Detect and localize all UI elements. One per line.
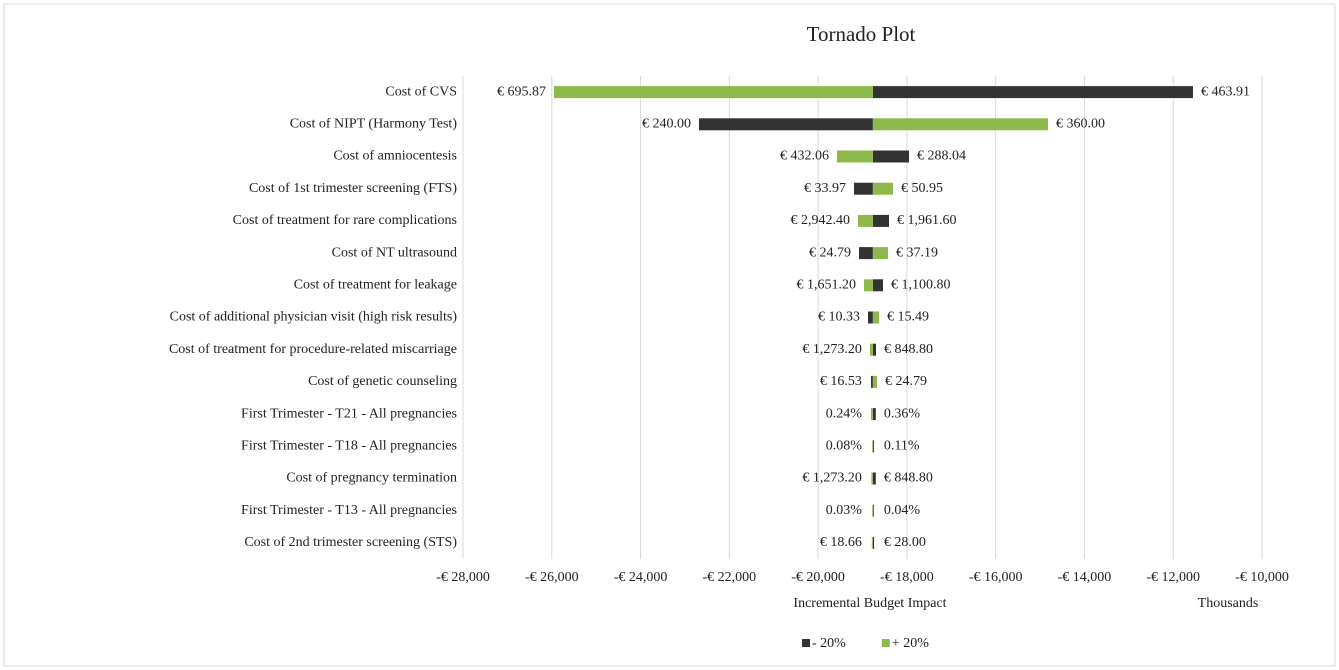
legend-label: + 20% (892, 636, 929, 651)
chart-title: Tornado Plot (807, 22, 916, 46)
bar-label: € 1,273.20 (802, 342, 862, 357)
bar-label: € 28.00 (884, 535, 926, 550)
bar-label: € 24.79 (809, 245, 851, 260)
bar (858, 247, 873, 260)
bar-label: € 288.04 (917, 149, 966, 164)
bar (872, 247, 889, 260)
bar-label: € 360.00 (1056, 117, 1105, 132)
bar-label: € 1,100.80 (891, 278, 951, 293)
legend-label: - 20% (812, 636, 846, 651)
legend-swatch (881, 639, 890, 647)
category-label: Cost of pregnancy termination (286, 471, 457, 486)
bar (836, 150, 873, 163)
bar (872, 536, 875, 549)
bar (872, 311, 880, 324)
bar-label: € 463.91 (1201, 84, 1250, 99)
bar-label: € 695.87 (497, 84, 546, 99)
x-tick-label: -€ 28,000 (436, 570, 490, 585)
bar-label: € 848.80 (884, 471, 933, 486)
x-tick-label: -€ 24,000 (614, 570, 668, 585)
bar (872, 472, 876, 485)
bar (872, 118, 1049, 131)
bar (871, 536, 873, 549)
category-label: Cost of NT ultrasound (332, 245, 457, 260)
x-tick-label: -€ 14,000 (1058, 570, 1112, 585)
category-label: Cost of NIPT (Harmony Test) (290, 117, 458, 132)
bar (872, 408, 876, 421)
bar (871, 472, 873, 485)
chart-frame (3, 3, 1336, 667)
legend-swatch (802, 639, 810, 647)
bar (872, 214, 890, 227)
bar (872, 440, 875, 453)
bar-label: € 50.95 (901, 181, 943, 196)
bar-label: 0.04% (884, 503, 921, 518)
x-tick-label: -€ 20,000 (791, 570, 845, 585)
bar-label: € 1,961.60 (897, 213, 957, 228)
bar (868, 311, 873, 324)
category-label: Cost of 1st trimester screening (FTS) (249, 181, 457, 196)
bar-label: € 432.06 (780, 149, 829, 164)
bar (872, 86, 1193, 99)
bar (858, 214, 873, 227)
bar (872, 182, 893, 195)
bar-label: 0.03% (826, 503, 863, 518)
bar-label: € 1,651.20 (797, 278, 857, 293)
category-label: Cost of additional physician visit (high… (170, 310, 458, 325)
category-label: Cost of treatment for leakage (294, 278, 457, 293)
bar (872, 279, 884, 292)
x-tick-label: -€ 22,000 (702, 570, 756, 585)
category-label: Cost of treatment for procedure-related … (169, 342, 457, 357)
bar-label: € 37.19 (896, 245, 938, 260)
bar (870, 408, 873, 421)
bar (853, 182, 873, 195)
bar-label: € 240.00 (642, 117, 691, 132)
x-tick-label: -€ 26,000 (525, 570, 579, 585)
bar-label: € 18.66 (820, 535, 862, 550)
category-label: Cost of treatment for rare complications (233, 213, 457, 228)
category-label: Cost of CVS (385, 84, 457, 99)
bar-label: 0.24% (826, 406, 863, 421)
bar (872, 504, 874, 517)
x-axis-label: Incremental Budget Impact (793, 596, 946, 611)
bar (872, 375, 878, 388)
bar-label: 0.11% (884, 439, 920, 454)
bar (698, 118, 873, 131)
bar-label: € 24.79 (885, 374, 927, 389)
bar-label: 0.08% (826, 439, 863, 454)
category-label: First Trimester - T13 - All pregnancies (241, 503, 457, 518)
category-label: Cost of amniocentesis (333, 149, 457, 164)
bar-label: € 10.33 (818, 310, 860, 325)
bar-label: € 15.49 (887, 310, 929, 325)
bar-label: 0.36% (884, 406, 921, 421)
category-label: Cost of genetic counseling (308, 374, 457, 389)
category-label: First Trimester - T18 - All pregnancies (241, 439, 457, 454)
x-tick-label: -€ 18,000 (880, 570, 934, 585)
bar-label: € 16.53 (820, 374, 862, 389)
bar (872, 504, 874, 517)
x-tick-label: -€ 10,000 (1235, 570, 1289, 585)
x-units-label: Thousands (1198, 596, 1259, 611)
bar-label: € 1,273.20 (802, 471, 862, 486)
bar (871, 375, 873, 388)
bar-label: € 848.80 (884, 342, 933, 357)
category-label: Cost of 2nd trimester screening (STS) (244, 535, 457, 550)
bar (872, 150, 910, 163)
bar (872, 343, 876, 356)
bar (872, 440, 874, 453)
bar-label: € 2,942.40 (791, 213, 851, 228)
bar (864, 279, 873, 292)
bar (870, 343, 873, 356)
x-tick-label: -€ 12,000 (1146, 570, 1200, 585)
category-label: First Trimester - T21 - All pregnancies (241, 406, 457, 421)
bar-label: € 33.97 (804, 181, 846, 196)
bar (553, 86, 873, 99)
x-tick-label: -€ 16,000 (969, 570, 1023, 585)
